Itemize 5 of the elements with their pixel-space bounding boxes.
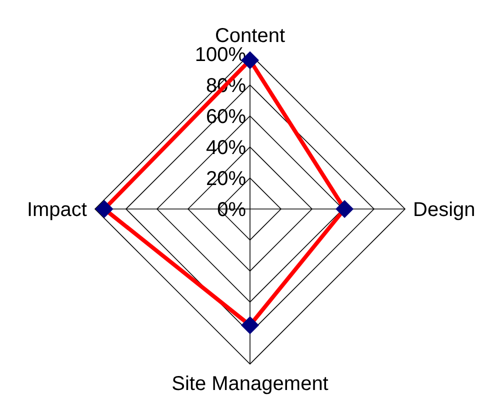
spoke-label: Site Management [172, 373, 329, 395]
spoke-label: Content [214, 25, 286, 47]
spoke-label: Design [413, 199, 476, 221]
y-tick-label: 100% [194, 44, 246, 66]
spoke-label: Impact [26, 199, 88, 221]
